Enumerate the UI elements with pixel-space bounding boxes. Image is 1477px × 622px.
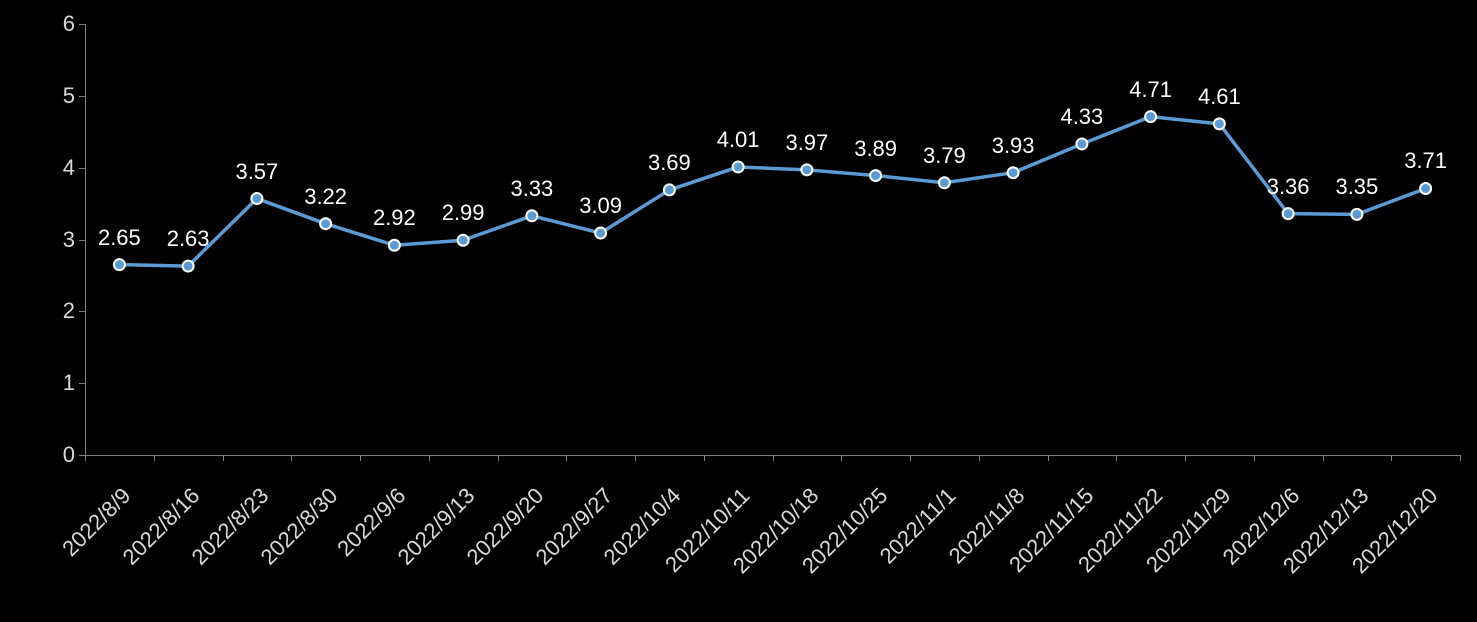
- series-marker: [526, 210, 537, 221]
- data-label: 4.61: [1198, 84, 1241, 110]
- data-label: 3.97: [785, 130, 828, 156]
- series-marker: [1076, 138, 1087, 149]
- data-label: 3.79: [923, 143, 966, 169]
- data-label: 2.65: [98, 225, 141, 251]
- line-chart: 0123456 2022/8/92022/8/162022/8/232022/8…: [0, 0, 1477, 622]
- series-marker: [939, 177, 950, 188]
- data-label: 4.01: [717, 127, 760, 153]
- series-marker: [1283, 208, 1294, 219]
- series-marker: [595, 228, 606, 239]
- series-marker: [1420, 183, 1431, 194]
- data-label: 2.99: [442, 200, 485, 226]
- series-marker: [1008, 167, 1019, 178]
- data-label: 3.09: [579, 193, 622, 219]
- data-label: 4.71: [1129, 77, 1172, 103]
- series-marker: [1214, 118, 1225, 129]
- series-marker: [1351, 209, 1362, 220]
- series-marker: [114, 259, 125, 270]
- data-label: 3.93: [992, 133, 1035, 159]
- data-label: 4.33: [1060, 104, 1103, 130]
- plot-area: [0, 0, 1477, 622]
- series-marker: [389, 240, 400, 251]
- series-marker: [1145, 111, 1156, 122]
- data-label: 2.92: [373, 205, 416, 231]
- data-label: 3.71: [1404, 148, 1447, 174]
- series-marker: [733, 161, 744, 172]
- series-marker: [801, 164, 812, 175]
- series-marker: [870, 170, 881, 181]
- data-label: 3.57: [235, 159, 278, 185]
- series-marker: [251, 193, 262, 204]
- data-label: 3.33: [510, 176, 553, 202]
- data-label: 3.69: [648, 150, 691, 176]
- data-label: 3.89: [854, 136, 897, 162]
- data-label: 3.35: [1335, 174, 1378, 200]
- series-marker: [664, 184, 675, 195]
- data-label: 2.63: [167, 226, 210, 252]
- series-marker: [320, 218, 331, 229]
- data-label: 3.22: [304, 184, 347, 210]
- data-label: 3.36: [1267, 174, 1310, 200]
- series-marker: [183, 261, 194, 272]
- series-marker: [458, 235, 469, 246]
